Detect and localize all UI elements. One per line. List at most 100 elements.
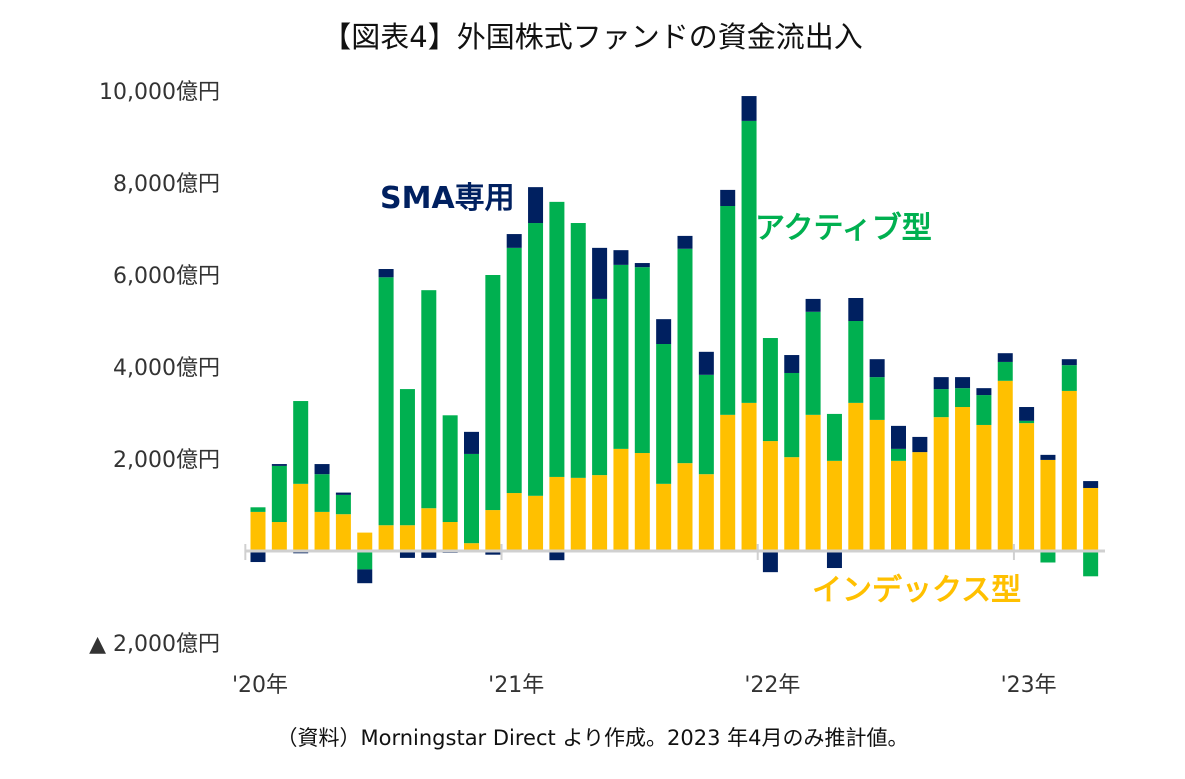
bar-segment: [826, 413, 842, 461]
bar-segment: [335, 494, 351, 515]
bar-segment: [442, 522, 458, 551]
bar-segment: [421, 508, 437, 551]
bar-segment: [805, 298, 821, 312]
bar-segment: [399, 525, 415, 551]
bar-segment: [976, 395, 992, 425]
bar-segment: [805, 311, 821, 415]
bar-segment: [848, 402, 864, 551]
bar-segment: [293, 401, 309, 484]
bar-segment: [464, 431, 479, 454]
bar-segment: [848, 298, 864, 321]
bar-segment: [741, 96, 757, 121]
bar-segment: [869, 359, 885, 378]
bar-segment: [314, 511, 330, 551]
bar-segment: [1040, 454, 1056, 460]
bar-segment: [656, 483, 672, 551]
bar-segment: [762, 551, 778, 573]
bar-segment: [570, 477, 586, 551]
bar-segment: [271, 464, 287, 466]
bar-segment: [720, 414, 736, 551]
bar-segment: [271, 465, 287, 523]
x-tick-label: '22年: [744, 673, 800, 698]
bar-segment: [357, 569, 373, 584]
bar-segment: [933, 377, 949, 390]
bar-segment: [720, 189, 736, 206]
bar-segment: [421, 290, 437, 509]
bar-segment: [570, 223, 586, 478]
bar-segment: [592, 475, 608, 551]
bar-segment: [1019, 420, 1035, 424]
bar-segment: [698, 474, 714, 551]
y-tick-label: 8,000億円: [113, 172, 220, 197]
bar-segment: [976, 424, 992, 551]
bar-segment: [762, 338, 778, 442]
chart-title: 【図表4】外国株式ファンドの資金流出入: [322, 20, 863, 54]
bar-segment: [741, 402, 757, 551]
bar-segment: [464, 453, 479, 544]
bar-segment: [335, 492, 351, 495]
bar-segment: [293, 483, 309, 551]
bar-segment: [464, 543, 479, 551]
bar-segment: [506, 493, 522, 551]
bar-segment: [891, 448, 906, 461]
bar-segment: [528, 223, 544, 496]
source-note: （資料）Morningstar Direct より作成。2023 年4月のみ推計…: [276, 726, 909, 750]
bar-segment: [378, 269, 394, 278]
bar-segment: [1061, 390, 1077, 551]
bar-segment: [506, 234, 522, 248]
bar-segment: [528, 495, 544, 551]
bar-segment: [1083, 551, 1099, 577]
bar-segment: [528, 187, 544, 224]
bar-segment: [677, 463, 693, 551]
bar-segment: [357, 551, 373, 570]
bar-segment: [634, 267, 650, 454]
bar-segment: [955, 377, 971, 389]
bar-segment: [656, 344, 672, 484]
bar-segment: [933, 389, 949, 418]
y-tick-label: 6,000億円: [113, 264, 220, 289]
x-tick-label: '20年: [232, 673, 288, 698]
bar-segment: [826, 551, 842, 569]
x-tick-label: '21年: [488, 673, 544, 698]
bar-segment: [741, 120, 757, 403]
bar-segment: [1019, 407, 1035, 421]
y-tick-label: ▲ 2,000億円: [89, 632, 220, 657]
bar-segment: [698, 351, 714, 375]
bar-segment: [378, 525, 394, 551]
bar-segment: [656, 319, 672, 344]
bar-segment: [613, 448, 629, 551]
bar-segment: [762, 441, 778, 551]
bar-segment: [250, 511, 266, 551]
bar-segment: [826, 460, 842, 551]
bar-segment: [1040, 459, 1056, 551]
bar-segment: [314, 474, 330, 512]
bar-segment: [613, 250, 629, 265]
bar-segment: [399, 389, 415, 526]
bar-segment: [549, 551, 565, 561]
bar-segment: [891, 460, 906, 551]
x-tick-label: '23年: [1001, 673, 1057, 698]
bar-segment: [933, 417, 949, 551]
bar-segment: [592, 298, 608, 476]
bar-segment: [698, 374, 714, 475]
bar-segment: [1019, 423, 1035, 551]
bar-segment: [634, 453, 650, 551]
bar-segment: [784, 372, 800, 458]
bar-segment: [720, 206, 736, 415]
bar-segment: [848, 321, 864, 403]
bar-segment: [506, 247, 522, 494]
bar-segment: [549, 476, 565, 551]
bar-segment: [592, 247, 608, 299]
bar-segment: [314, 464, 330, 475]
bar-segment: [677, 235, 693, 249]
bar-segment: [250, 507, 266, 512]
bar-segment: [784, 355, 800, 373]
bar-segment: [485, 275, 501, 511]
bar-segment: [335, 514, 351, 551]
bar-segment: [357, 532, 373, 551]
bar-segment: [1061, 365, 1077, 391]
bar-segment: [271, 522, 287, 551]
bar-segment: [869, 377, 885, 420]
bar-segment: [1083, 487, 1099, 551]
